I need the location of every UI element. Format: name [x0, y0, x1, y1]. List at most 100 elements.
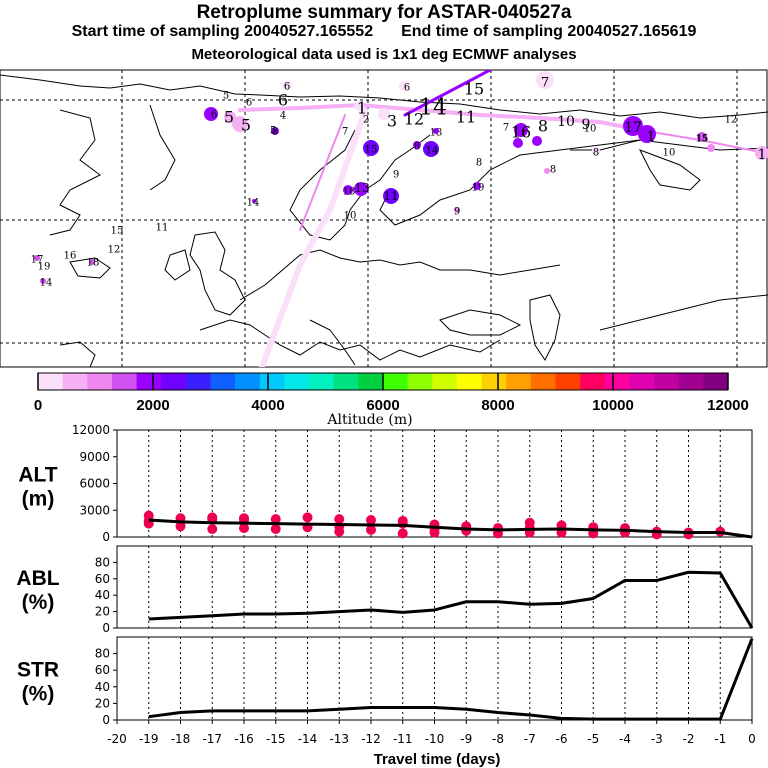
day-label: 18 — [87, 258, 100, 269]
day-label: 15 — [464, 80, 484, 99]
y-axis-label: ABL — [16, 567, 59, 590]
y-tick-label: 40 — [95, 588, 110, 602]
day-label: 15 — [697, 134, 707, 143]
plume-markers — [34, 71, 768, 284]
colorbar-tick-label: 8000 — [481, 397, 514, 414]
day-label: 16 — [511, 123, 531, 142]
plume-marker — [755, 146, 768, 160]
day-label: 5 — [223, 91, 229, 102]
taimyr-coast — [638, 149, 701, 191]
altitude-point — [397, 518, 408, 529]
colorbar-segment — [111, 373, 137, 390]
ireland — [164, 249, 191, 281]
plume-marker — [383, 188, 399, 204]
great-britain — [189, 231, 246, 316]
altitude-point — [302, 512, 313, 523]
x-tick-label: -7 — [524, 732, 536, 746]
colorbar-segment — [407, 373, 433, 390]
colorbar-segment — [506, 373, 532, 390]
colorbar-segment — [654, 373, 680, 390]
day-label: 7 — [503, 123, 509, 134]
x-tick-label: -5 — [587, 732, 599, 746]
y-axis-label: (%) — [22, 591, 55, 614]
altitude-colorbar: 0 2000 4000 6000 8000 10000 12000 — [34, 372, 749, 414]
y-tick-label: 0 — [102, 713, 110, 727]
day-label: 6 — [278, 91, 288, 110]
x-tick-label: -9 — [460, 732, 472, 746]
y-tick-label: 0 — [102, 621, 110, 635]
plume-track — [259, 107, 368, 367]
panel-alt: 0 3000 6000 9000 12000 ALT(m) — [18, 423, 753, 544]
altitude-point — [334, 514, 345, 525]
y-tick-label: 9000 — [79, 450, 110, 464]
y-tick-label: 80 — [95, 647, 110, 661]
colorbar-segment — [358, 373, 384, 390]
day-label: 14 — [247, 198, 260, 209]
x-tick-label: -3 — [651, 732, 663, 746]
x-tick-label: -14 — [298, 732, 318, 746]
day-label: 9 — [582, 117, 591, 133]
day-label: 15 — [111, 226, 124, 237]
y-axis-label: (%) — [22, 683, 55, 706]
colorbar-tick-label: 2000 — [136, 397, 169, 414]
day-label: 6 — [211, 110, 217, 121]
x-tick-label: -13 — [329, 732, 349, 746]
x-tick-label: -17 — [202, 732, 222, 746]
colorbar-segment — [383, 373, 408, 390]
black-sea — [439, 309, 522, 336]
day-label: 10 — [344, 211, 357, 222]
asia-coast — [599, 294, 768, 331]
altitude-point — [397, 528, 408, 539]
plume-marker — [224, 111, 236, 123]
plume-marker — [513, 138, 523, 148]
colorbar-segment — [309, 373, 335, 390]
altitude-point — [270, 514, 281, 525]
greenland-east — [149, 104, 176, 191]
day-label: 6 — [404, 83, 410, 94]
day-label: 11 — [383, 189, 398, 203]
coastlines — [0, 74, 768, 367]
altitude-point — [175, 521, 186, 532]
y-tick-label: 6000 — [79, 477, 110, 491]
plume-marker — [282, 81, 292, 91]
met-data-note: Meteorological data used is 1x1 deg ECMW… — [191, 46, 577, 63]
time-series-panels: 030006000900012000ALT(m)020406080ABL(%)0… — [16, 423, 755, 746]
iceland — [69, 257, 111, 279]
day-label: 16 — [64, 251, 77, 262]
day-label: 13 — [430, 128, 443, 139]
plume-marker — [532, 136, 542, 146]
colorbar-segment — [703, 373, 729, 390]
y-axis-label: STR — [17, 659, 59, 682]
plume-marker — [252, 199, 256, 203]
day-label: 14 — [419, 96, 447, 121]
plume-marker — [697, 132, 707, 142]
altitude-point — [366, 524, 376, 535]
scandinavia-coast — [289, 129, 431, 241]
y-tick-label: 20 — [95, 605, 110, 619]
plume-marker — [514, 123, 528, 137]
plume-marker — [423, 141, 439, 157]
day-label: 1 — [758, 147, 767, 163]
x-tick-label: -2 — [683, 732, 695, 746]
x-axis-label: Travel time (days) — [374, 751, 501, 768]
colorbar-segment — [185, 373, 211, 390]
plume-track — [238, 102, 642, 132]
day-label: 11 — [456, 108, 476, 127]
colorbar-segment — [580, 373, 606, 390]
colorbar-segment — [333, 373, 359, 390]
colorbar-segment — [161, 373, 187, 390]
plume-marker — [473, 182, 481, 190]
x-tick-label: -8 — [492, 732, 504, 746]
colorbar-segment — [481, 373, 507, 390]
plume-track — [403, 70, 492, 117]
y-axis-label: (m) — [22, 488, 55, 511]
y-tick-label: 40 — [95, 680, 110, 694]
day-label: 9 — [393, 170, 399, 181]
altitude-point — [683, 529, 694, 540]
x-tick-label: -10 — [425, 732, 445, 746]
altitude-point — [429, 527, 440, 538]
y-tick-label: 20 — [95, 696, 110, 710]
altitude-point — [461, 525, 472, 536]
panel-frame — [116, 545, 753, 629]
